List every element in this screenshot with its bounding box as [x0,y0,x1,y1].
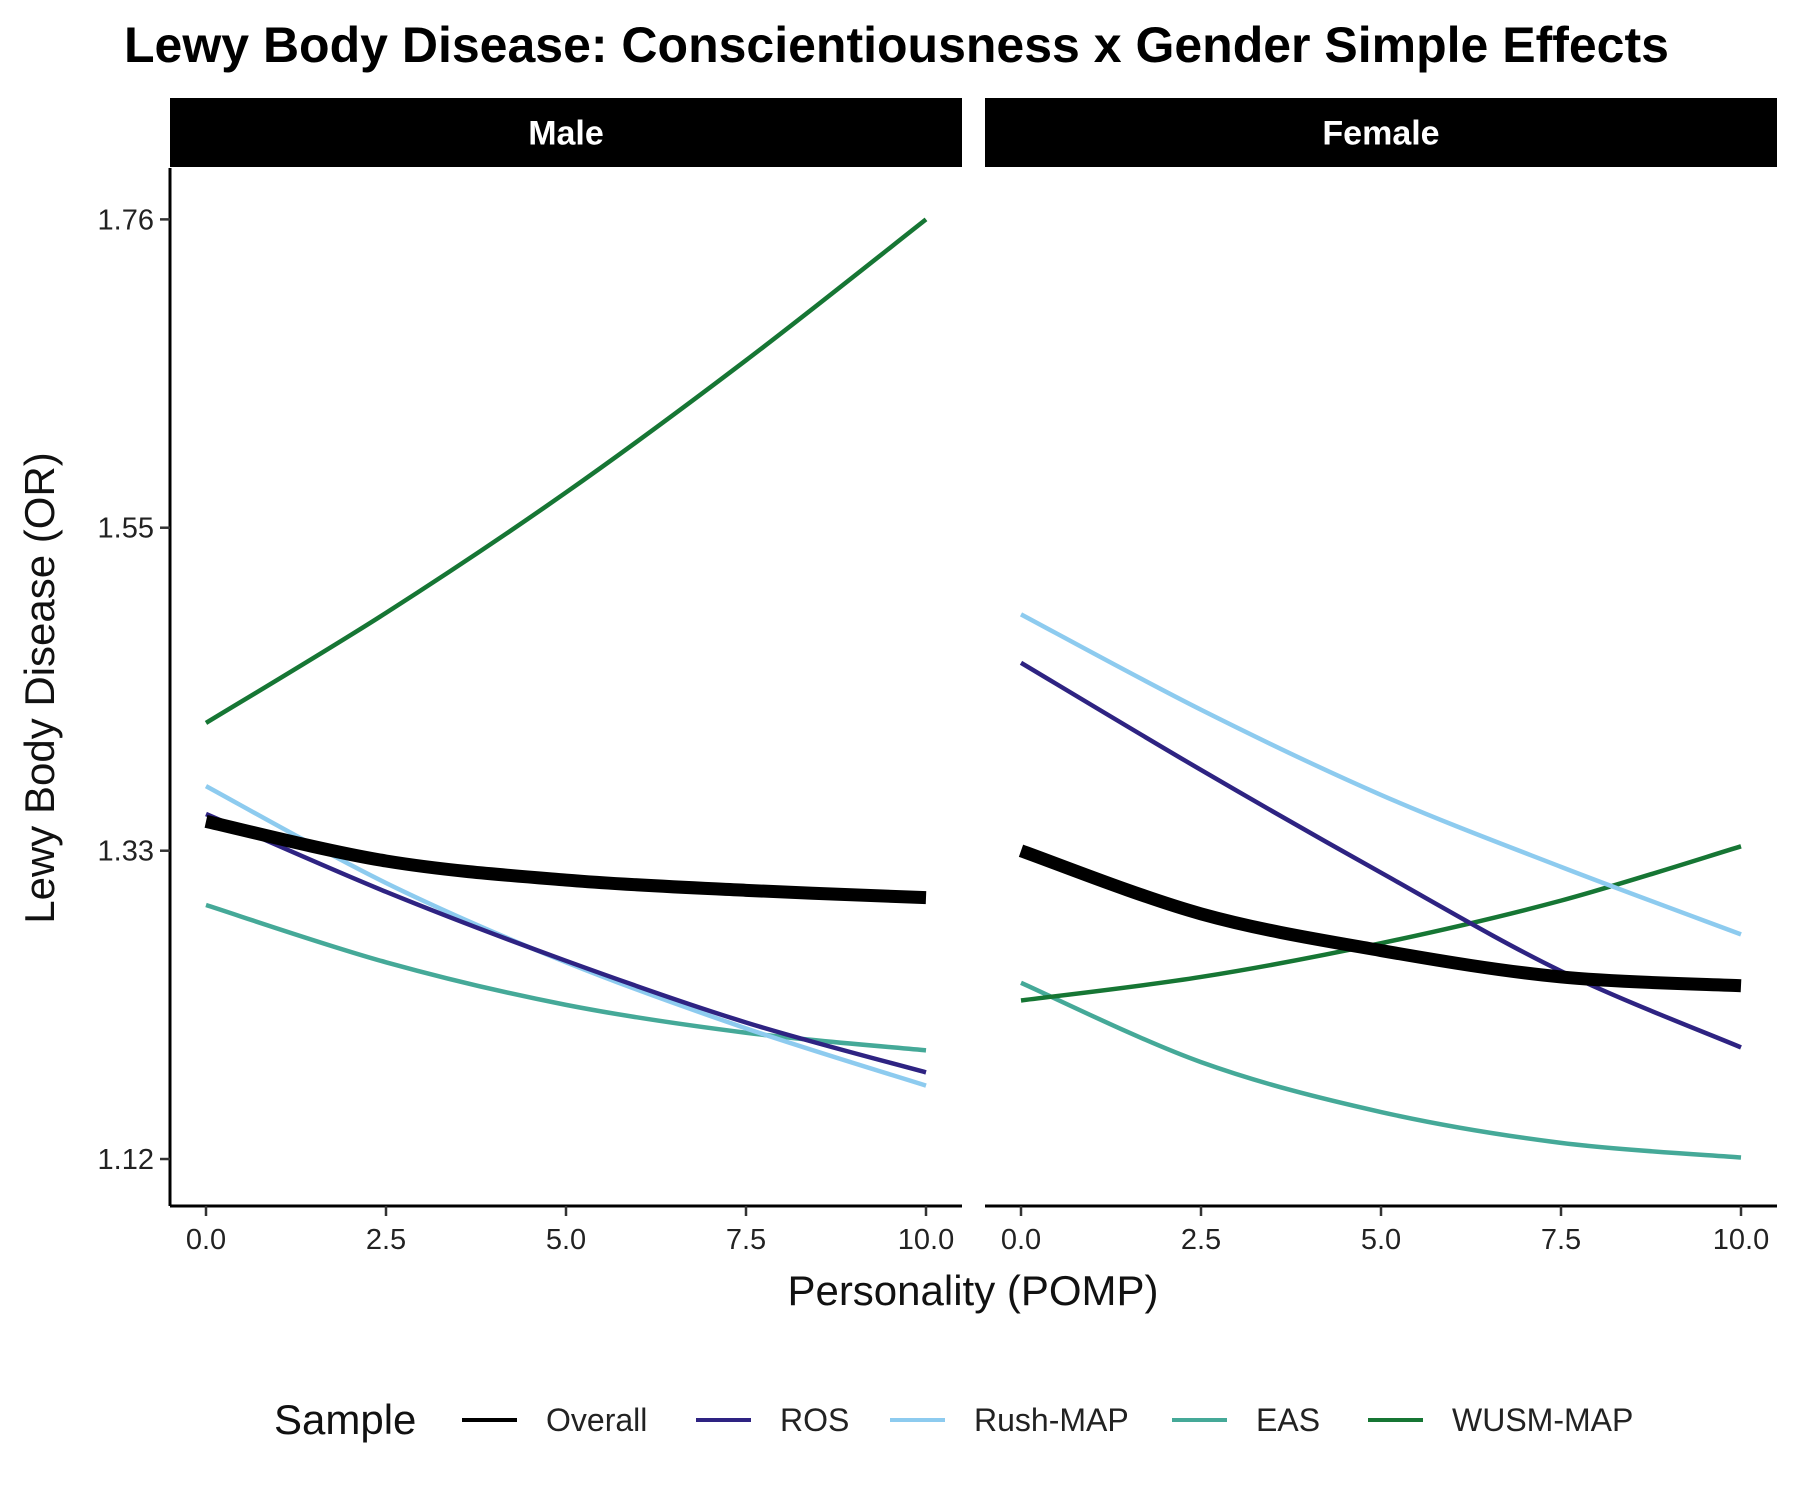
y-tick-label: 1.33 [98,836,154,868]
y-tick-label: 1.12 [98,1144,154,1176]
y-tick-label: 1.55 [98,513,154,545]
x-tick-label-female: 0.0 [1001,1224,1041,1256]
legend-item-eas: EAS [1172,1402,1320,1438]
legend-label-overall: Overall [546,1402,647,1438]
x-tick-label-female: 7.5 [1541,1224,1581,1256]
panel-female: Female 0.0 2.5 5.0 7.5 10.0 [985,98,1777,1256]
x-tick-label-male: 7.5 [726,1224,766,1256]
strip-label-female: Female [1322,115,1439,153]
x-tick-label-male: 5.0 [546,1224,586,1256]
strip-male [170,98,962,167]
series-line-male-wusm-map [204,217,928,725]
x-tick-label-female: 10.0 [1713,1224,1769,1256]
chart-title: Lewy Body Disease: Conscientiousness x G… [124,17,1669,73]
x-tick-label-male: 2.5 [366,1224,406,1256]
series-line-female-wusm-map [1020,844,1742,1003]
y-tick-label: 1.76 [98,204,154,236]
legend-label-ros: ROS [780,1402,849,1438]
legend-label-eas: EAS [1256,1402,1320,1438]
x-tick-label-male: 10.0 [898,1224,954,1256]
series-line-male-ros [205,811,927,1075]
x-tick-label-female: 2.5 [1181,1224,1221,1256]
series-line-male-overall [204,814,927,905]
strip-label-male: Male [528,115,604,153]
x-axis-title: Personality (POMP) [787,1267,1158,1314]
legend-label-wusm-map: WUSM-MAP [1452,1402,1633,1438]
series-line-female-eas [1020,980,1742,1160]
series-line-female-rush-map [1019,612,1742,937]
panels: Male 0.0 2.5 5.0 7.5 10.0 1.12 1.33 1.55 1.76 Fema… [98,98,1777,1256]
series-lines-male [204,217,928,1088]
series-line-male-eas [205,902,927,1053]
legend-item-wusm-map: WUSM-MAP [1368,1402,1633,1438]
series-line-female-ros [1019,660,1742,1050]
x-tick-label-female: 5.0 [1361,1224,1401,1256]
legend-item-rush-map: Rush-MAP [890,1402,1129,1438]
series-line-female-overall [1018,844,1742,993]
y-axis-title: Lewy Body Disease (OR) [16,452,63,924]
legend-label-rush-map: Rush-MAP [974,1402,1129,1438]
legend-item-ros: ROS [696,1402,849,1438]
x-tick-label-male: 0.0 [186,1224,226,1256]
panel-male: Male 0.0 2.5 5.0 7.5 10.0 1.12 1.33 1.55 1.76 [98,98,962,1256]
strip-female [985,98,1777,167]
legend-item-overall: Overall [462,1402,647,1438]
series-lines-female [1018,612,1742,1160]
legend: Sample Overall ROS Rush-MAP EAS WUSM-MAP [274,1396,1633,1443]
legend-title: Sample [274,1396,416,1443]
